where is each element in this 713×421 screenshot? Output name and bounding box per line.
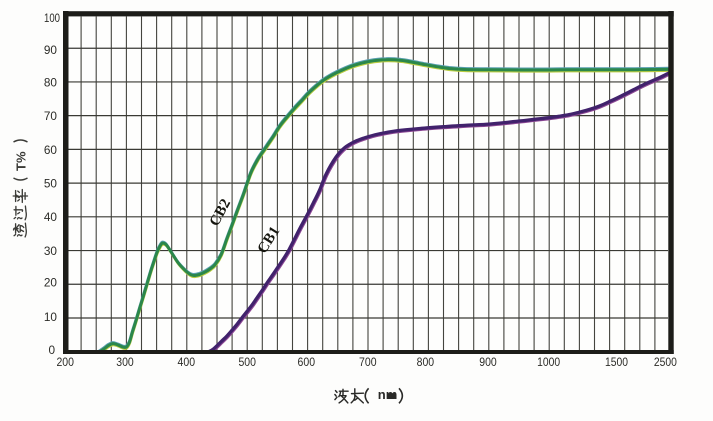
svg-text:50: 50 [44, 177, 58, 191]
svg-text:T%: T% [14, 151, 29, 171]
svg-text:90: 90 [44, 43, 58, 57]
svg-text:500: 500 [238, 355, 256, 369]
svg-text:700: 700 [359, 355, 377, 369]
svg-text:30: 30 [44, 244, 58, 258]
svg-text:600: 600 [298, 355, 316, 369]
svg-text:40: 40 [44, 210, 58, 224]
svg-text:0: 0 [48, 343, 55, 357]
svg-text:70: 70 [44, 109, 58, 123]
svg-text:100: 100 [44, 11, 60, 25]
svg-text:1500: 1500 [605, 355, 628, 369]
svg-text:1000: 1000 [537, 355, 560, 369]
svg-text:10: 10 [44, 310, 58, 324]
svg-text:200: 200 [56, 355, 74, 369]
svg-text:60: 60 [44, 143, 58, 157]
svg-text:80: 80 [44, 75, 58, 89]
svg-text:20: 20 [44, 276, 58, 290]
svg-text:2500: 2500 [654, 355, 677, 369]
svg-text:400: 400 [178, 355, 196, 369]
svg-text:300: 300 [116, 355, 134, 369]
svg-text:800: 800 [417, 355, 435, 369]
svg-text:900: 900 [479, 355, 497, 369]
